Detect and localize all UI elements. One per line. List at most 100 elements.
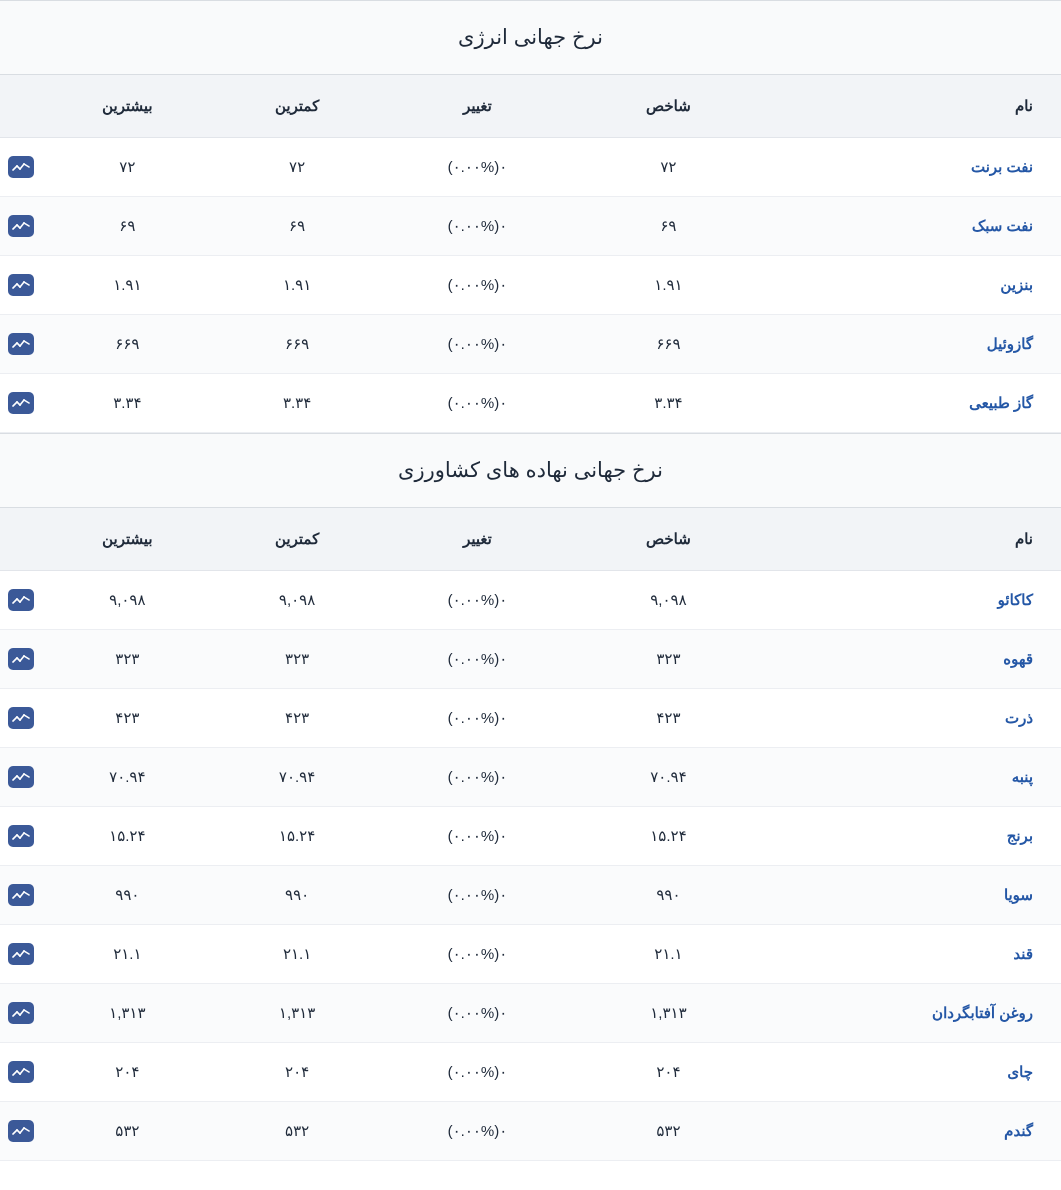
chart-icon[interactable] xyxy=(8,1061,34,1083)
low-value: ۳۲۳ xyxy=(285,651,309,668)
instrument-link[interactable]: چای xyxy=(1007,1064,1033,1081)
low-value: ۹,۰۹۸ xyxy=(279,592,315,609)
col-header-high: بیشترین xyxy=(42,508,212,571)
chart-icon[interactable] xyxy=(8,392,34,414)
change-value: (۰.۰۰%)۰ xyxy=(448,218,508,235)
change-value: (۰.۰۰%)۰ xyxy=(448,1064,508,1081)
chart-icon[interactable] xyxy=(8,215,34,237)
index-value: ۲۱.۱ xyxy=(654,946,682,963)
low-value: ۳.۳۴ xyxy=(283,395,311,412)
instrument-link[interactable]: گاز طبیعی xyxy=(969,395,1033,412)
instrument-link[interactable]: بنزین xyxy=(1000,277,1033,294)
chart-icon[interactable] xyxy=(8,825,34,847)
change-value: (۰.۰۰%)۰ xyxy=(448,277,508,294)
rates-section: نرخ جهانی انرژینامشاخصتغییرکمترینبیشترین… xyxy=(0,0,1061,433)
low-value: ۱.۹۱ xyxy=(283,277,311,294)
col-header-low: کمترین xyxy=(212,508,382,571)
table-row: گازوئیل ۶۶۹ (۰.۰۰%)۰ ۶۶۹ ۶۶۹ xyxy=(0,315,1061,374)
table-row: چای ۲۰۴ (۰.۰۰%)۰ ۲۰۴ ۲۰۴ xyxy=(0,1043,1061,1102)
change-value: (۰.۰۰%)۰ xyxy=(448,1005,508,1022)
low-value: ۷۲ xyxy=(289,159,305,176)
low-value: ۹۹۰ xyxy=(285,887,309,904)
table-row: پنبه ۷۰.۹۴ (۰.۰۰%)۰ ۷۰.۹۴ ۷۰.۹۴ xyxy=(0,748,1061,807)
high-value: ۲۰۴ xyxy=(115,1064,139,1081)
instrument-link[interactable]: سویا xyxy=(1004,887,1033,904)
chart-icon[interactable] xyxy=(8,333,34,355)
change-value: (۰.۰۰%)۰ xyxy=(448,710,508,727)
col-header-high: بیشترین xyxy=(42,75,212,138)
high-value: ۶۶۹ xyxy=(115,336,139,353)
high-value: ۵۳۲ xyxy=(115,1123,139,1140)
index-value: ۱.۹۱ xyxy=(654,277,682,294)
instrument-link[interactable]: پنبه xyxy=(1012,769,1033,786)
index-value: ۹,۰۹۸ xyxy=(650,592,686,609)
col-header-name: نام xyxy=(764,508,1061,571)
change-value: (۰.۰۰%)۰ xyxy=(448,592,508,609)
chart-icon[interactable] xyxy=(8,156,34,178)
index-value: ۱,۳۱۳ xyxy=(650,1005,686,1022)
low-value: ۲۰۴ xyxy=(285,1064,309,1081)
change-value: (۰.۰۰%)۰ xyxy=(448,828,508,845)
col-header-chart xyxy=(0,508,42,571)
change-value: (۰.۰۰%)۰ xyxy=(448,769,508,786)
table-row: قند۲۱.۱(۰.۰۰%)۰۲۱.۱۲۱.۱ xyxy=(0,925,1061,984)
index-value: ۶۶۹ xyxy=(656,336,680,353)
low-value: ۶۶۹ xyxy=(285,336,309,353)
change-value: (۰.۰۰%)۰ xyxy=(448,1123,508,1140)
section-title: نرخ جهانی انرژی xyxy=(0,1,1061,75)
instrument-link[interactable]: روغن آفتابگردان xyxy=(932,1005,1033,1022)
high-value: ۳۲۳ xyxy=(115,651,139,668)
col-header-change: تغییر xyxy=(382,75,573,138)
instrument-link[interactable]: کاکائو xyxy=(998,592,1033,609)
instrument-link[interactable]: گازوئیل xyxy=(987,336,1033,353)
low-value: ۱۵.۲۴ xyxy=(279,828,315,845)
col-header-change: تغییر xyxy=(382,508,573,571)
rates-section: نرخ جهانی نهاده های کشاورزینامشاخصتغییرک… xyxy=(0,433,1061,1161)
index-value: ۷۰.۹۴ xyxy=(650,769,686,786)
table-row: نفت سبک۶۹(۰.۰۰%)۰۶۹۶۹ xyxy=(0,197,1061,256)
rates-table: نامشاخصتغییرکمترینبیشترین کاکائو ۹,۰۹۸ (۰.۰… xyxy=(0,508,1061,1161)
table-row: گندم۵۳۲(۰.۰۰%)۰۵۳۲۵۳۲ xyxy=(0,1102,1061,1161)
table-row: برنج۱۵.۲۴(۰.۰۰%)۰۱۵.۲۴۱۵.۲۴ xyxy=(0,807,1061,866)
high-value: ۷۲ xyxy=(119,159,135,176)
instrument-link[interactable]: برنج xyxy=(1007,828,1033,845)
change-value: (۰.۰۰%)۰ xyxy=(448,159,508,176)
high-value: ۴۲۳ xyxy=(115,710,139,727)
index-value: ۱۵.۲۴ xyxy=(650,828,686,845)
section-title: نرخ جهانی نهاده های کشاورزی xyxy=(0,434,1061,508)
instrument-link[interactable]: نفت سبک xyxy=(972,218,1033,235)
change-value: (۰.۰۰%)۰ xyxy=(448,651,508,668)
high-value: ۶۹ xyxy=(119,218,135,235)
index-value: ۲۰۴ xyxy=(656,1064,680,1081)
table-row: گاز طبیعی۳.۳۴(۰.۰۰%)۰۳.۳۴۳.۳۴ xyxy=(0,374,1061,433)
table-row: قهوه ۳۲۳ (۰.۰۰%)۰ ۳۲۳ ۳۲۳ xyxy=(0,630,1061,689)
chart-icon[interactable] xyxy=(8,884,34,906)
high-value: ۷۰.۹۴ xyxy=(109,769,145,786)
chart-icon[interactable] xyxy=(8,1120,34,1142)
instrument-link[interactable]: نفت برنت xyxy=(971,159,1033,176)
chart-icon[interactable] xyxy=(8,648,34,670)
chart-icon[interactable] xyxy=(8,589,34,611)
instrument-link[interactable]: ذرت xyxy=(1005,710,1033,727)
chart-icon[interactable] xyxy=(8,766,34,788)
instrument-link[interactable]: قند xyxy=(1013,946,1033,963)
high-value: ۹,۰۹۸ xyxy=(109,592,145,609)
index-value: ۳۲۳ xyxy=(656,651,680,668)
chart-icon[interactable] xyxy=(8,1002,34,1024)
instrument-link[interactable]: گندم xyxy=(1004,1123,1033,1140)
high-value: ۱.۹۱ xyxy=(113,277,141,294)
table-row: نفت برنت۷۲(۰.۰۰%)۰۷۲۷۲ xyxy=(0,138,1061,197)
col-header-name: نام xyxy=(764,75,1061,138)
low-value: ۷۰.۹۴ xyxy=(279,769,315,786)
chart-icon[interactable] xyxy=(8,274,34,296)
high-value: ۲۱.۱ xyxy=(113,946,141,963)
chart-icon[interactable] xyxy=(8,943,34,965)
chart-icon[interactable] xyxy=(8,707,34,729)
high-value: ۹۹۰ xyxy=(115,887,139,904)
col-header-index: شاخص xyxy=(573,508,764,571)
instrument-link[interactable]: قهوه xyxy=(1003,651,1033,668)
change-value: (۰.۰۰%)۰ xyxy=(448,946,508,963)
table-row: بنزین ۱.۹۱ (۰.۰۰%)۰ ۱.۹۱ ۱.۹۱ xyxy=(0,256,1061,315)
change-value: (۰.۰۰%)۰ xyxy=(448,336,508,353)
index-value: ۶۹ xyxy=(660,218,676,235)
